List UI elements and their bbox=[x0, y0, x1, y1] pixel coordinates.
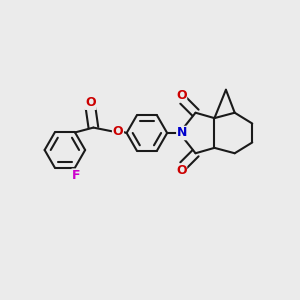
Text: F: F bbox=[72, 169, 81, 182]
Text: N: N bbox=[177, 127, 187, 140]
Text: O: O bbox=[113, 125, 123, 138]
Text: O: O bbox=[176, 164, 187, 177]
Text: O: O bbox=[176, 89, 187, 102]
Text: O: O bbox=[85, 96, 96, 109]
